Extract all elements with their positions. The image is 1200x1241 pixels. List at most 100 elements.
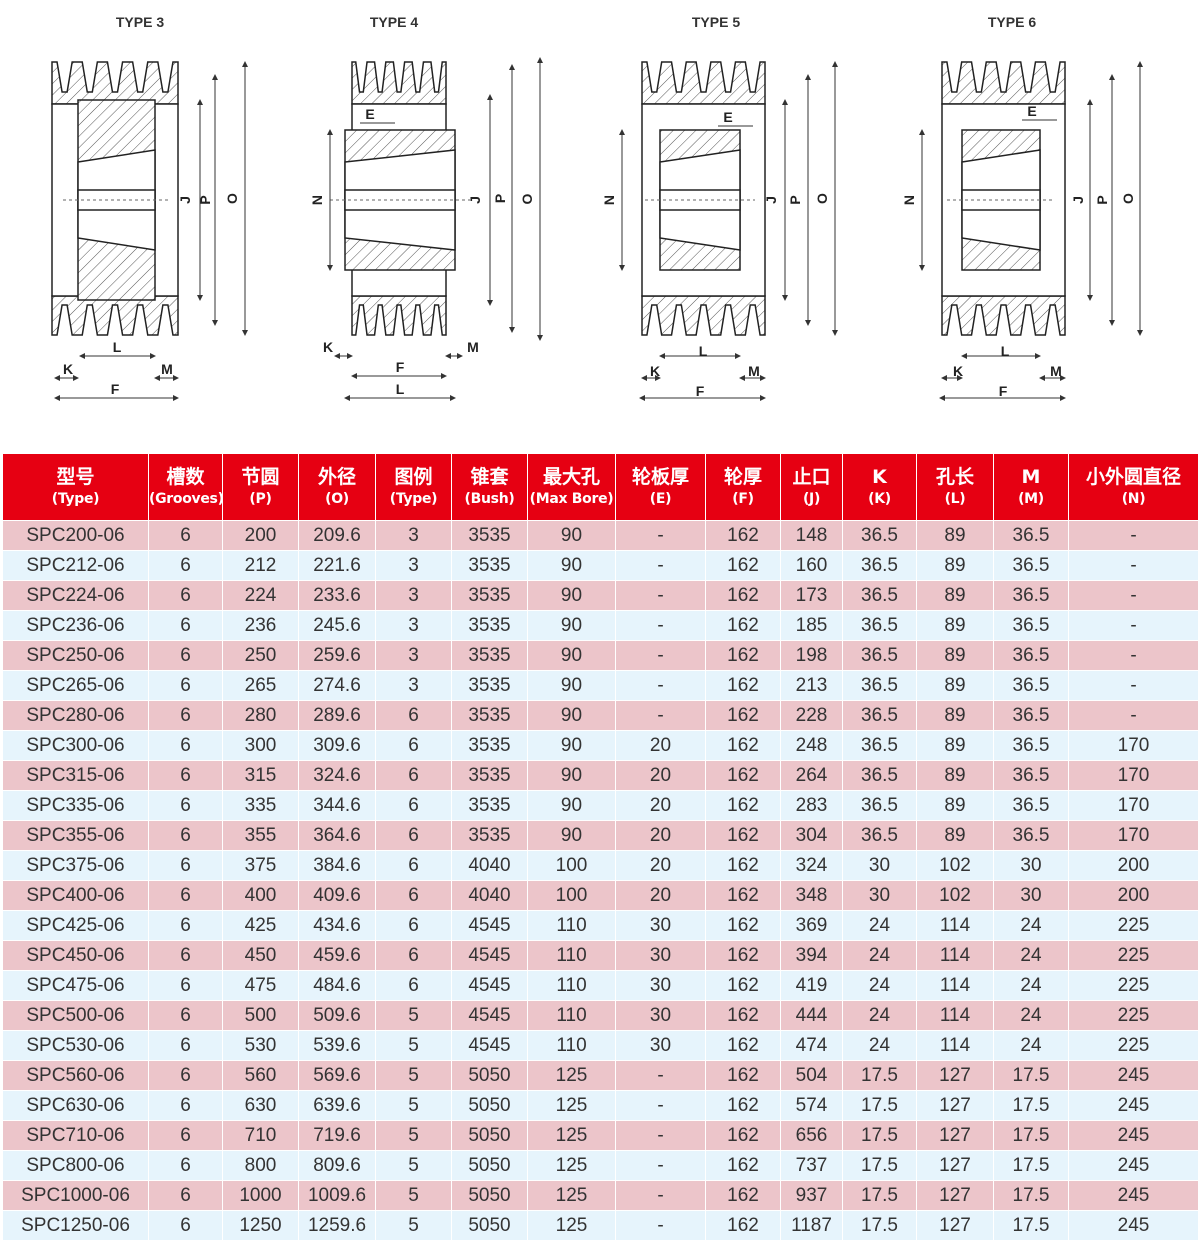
type-4-title: TYPE 4	[369, 14, 419, 30]
table-cell: 127	[916, 1180, 994, 1211]
table-cell: 6	[148, 640, 223, 671]
table-cell: 4545	[451, 1000, 528, 1031]
table-cell: 5050	[451, 1060, 528, 1091]
table-row: SPC300-06 6 300 309.6 6 3535 90 20 162 248 36.5 89 3…	[2, 730, 1199, 761]
table-cell: 17.5	[993, 1210, 1069, 1241]
table-cell: 484.6	[298, 970, 376, 1001]
column-header: 锥套 (Bush)	[451, 453, 528, 521]
table-row: SPC265-06 6 265 274.6 3 3535 90-162 213 36.5 89 36…	[2, 670, 1199, 701]
table-cell: 6	[148, 820, 223, 851]
type-5-title: TYPE 5	[691, 14, 741, 30]
pulley-rim-top	[351, 61, 447, 105]
table-cell: 474	[780, 1030, 843, 1061]
table-cell: 719.6	[298, 1120, 376, 1151]
table-cell: 348	[780, 880, 843, 911]
table-cell: 36.5	[993, 700, 1069, 731]
table-cell: 20	[615, 850, 706, 881]
table-cell: 36.5	[842, 760, 917, 791]
table-cell: 710	[222, 1120, 299, 1151]
table-row: SPC280-06 6 280 289.6 6 3535 90-162 228 36.5 89 36…	[2, 700, 1199, 731]
column-header: 孔长 (L)	[916, 453, 994, 521]
table-cell: 162	[705, 610, 781, 641]
table-cell: 24	[842, 940, 917, 971]
table-cell: 6	[148, 730, 223, 761]
table-cell: 17.5	[993, 1090, 1069, 1121]
table-cell: 209.6	[298, 520, 376, 551]
table-cell: 5050	[451, 1120, 528, 1151]
table-cell: 500	[222, 1000, 299, 1031]
table-cell: 20	[615, 790, 706, 821]
table-cell: 200	[222, 520, 299, 551]
table-cell: 3	[375, 520, 452, 551]
table-cell: 36.5	[993, 580, 1069, 611]
dimension-label-L: L	[113, 339, 122, 355]
table-cell: 148	[780, 520, 843, 551]
table-row: SPC212-06 6 212 221.6 3 3535 90-162 160 36.5 89 36…	[2, 550, 1199, 581]
table-cell: SPC355-06	[2, 820, 149, 851]
table-cell: 3535	[451, 700, 528, 731]
table-cell: 6	[375, 910, 452, 941]
header-en: (L)	[944, 491, 966, 507]
dimension-label-J: J	[467, 196, 483, 204]
table-cell: 6	[148, 970, 223, 1001]
dimension-label-P: P	[787, 195, 803, 204]
table-cell: 400	[222, 880, 299, 911]
table-cell: 90	[527, 760, 616, 791]
table-cell: 24	[993, 1030, 1069, 1061]
table-row: SPC530-06 6 530 539.6 5 4545 110 30 162 474 24 114 2…	[2, 1030, 1199, 1061]
table-row: SPC450-06 6 450 459.6 6 4545 110 30 162 394 24 114 2…	[2, 940, 1199, 971]
table-cell: 30	[615, 940, 706, 971]
table-cell: SPC630-06	[2, 1090, 149, 1121]
table-cell: -	[615, 580, 706, 611]
table-cell: 162	[705, 1090, 781, 1121]
table-cell: 89	[916, 520, 994, 551]
table-cell: 6	[148, 880, 223, 911]
table-cell: 17.5	[842, 1180, 917, 1211]
table-row: SPC355-06 6 355 364.6 6 3535 90 20 162 304 36.5 89 3…	[2, 820, 1199, 851]
table-row: SPC1250-06 6 1250 1259.6 5 5050 125-162 1187 17.…	[2, 1210, 1199, 1241]
table-cell: 225	[1068, 940, 1199, 971]
table-cell: 6	[375, 700, 452, 731]
table-cell: 6	[148, 580, 223, 611]
table-cell: 5	[375, 1090, 452, 1121]
table-cell: 6	[148, 1060, 223, 1091]
table-cell: 800	[222, 1150, 299, 1181]
dimension-label-O: O	[519, 193, 535, 204]
table-cell: 90	[527, 550, 616, 581]
header-zh: 最大孔	[542, 466, 600, 488]
table-cell: 30	[615, 1000, 706, 1031]
table-cell: 6	[375, 970, 452, 1001]
table-cell: 200	[1068, 850, 1199, 881]
table-cell: 6	[148, 550, 223, 581]
table-cell: 162	[705, 1210, 781, 1241]
table-cell: 89	[916, 820, 994, 851]
table-cell: 162	[705, 910, 781, 941]
table-cell: 274.6	[298, 670, 376, 701]
table-header-row: 型号 (Type) 槽数 (Grooves) 节圆 (P) 外径 (O) 图例 (Type) 锥套 (…	[2, 453, 1199, 521]
table-cell: 30	[842, 880, 917, 911]
table-cell: 89	[916, 700, 994, 731]
table-cell: 20	[615, 730, 706, 761]
table-cell: 170	[1068, 730, 1199, 761]
table-cell: 5050	[451, 1150, 528, 1181]
table-row: SPC250-06 6 250 259.6 3 3535 90-162 198 36.5 89 36…	[2, 640, 1199, 671]
table-cell: 737	[780, 1150, 843, 1181]
table-cell: 36.5	[842, 700, 917, 731]
table-cell: 30	[615, 1030, 706, 1061]
table-cell: 20	[615, 760, 706, 791]
table-cell: 6	[148, 850, 223, 881]
table-cell: 6	[375, 790, 452, 821]
table-cell: 3	[375, 580, 452, 611]
table-cell: -	[1068, 610, 1199, 641]
table-cell: 89	[916, 670, 994, 701]
table-cell: 245	[1068, 1060, 1199, 1091]
table-cell: 125	[527, 1210, 616, 1241]
dimension-label-E: E	[365, 106, 374, 122]
table-cell: 173	[780, 580, 843, 611]
table-cell: 6	[148, 610, 223, 641]
table-row: SPC710-06 6 710 719.6 5 5050 125-162 656 17.5 127…	[2, 1120, 1199, 1151]
table-cell: 24	[842, 1000, 917, 1031]
table-cell: 114	[916, 910, 994, 941]
table-cell: 630	[222, 1090, 299, 1121]
table-cell: 36.5	[842, 820, 917, 851]
